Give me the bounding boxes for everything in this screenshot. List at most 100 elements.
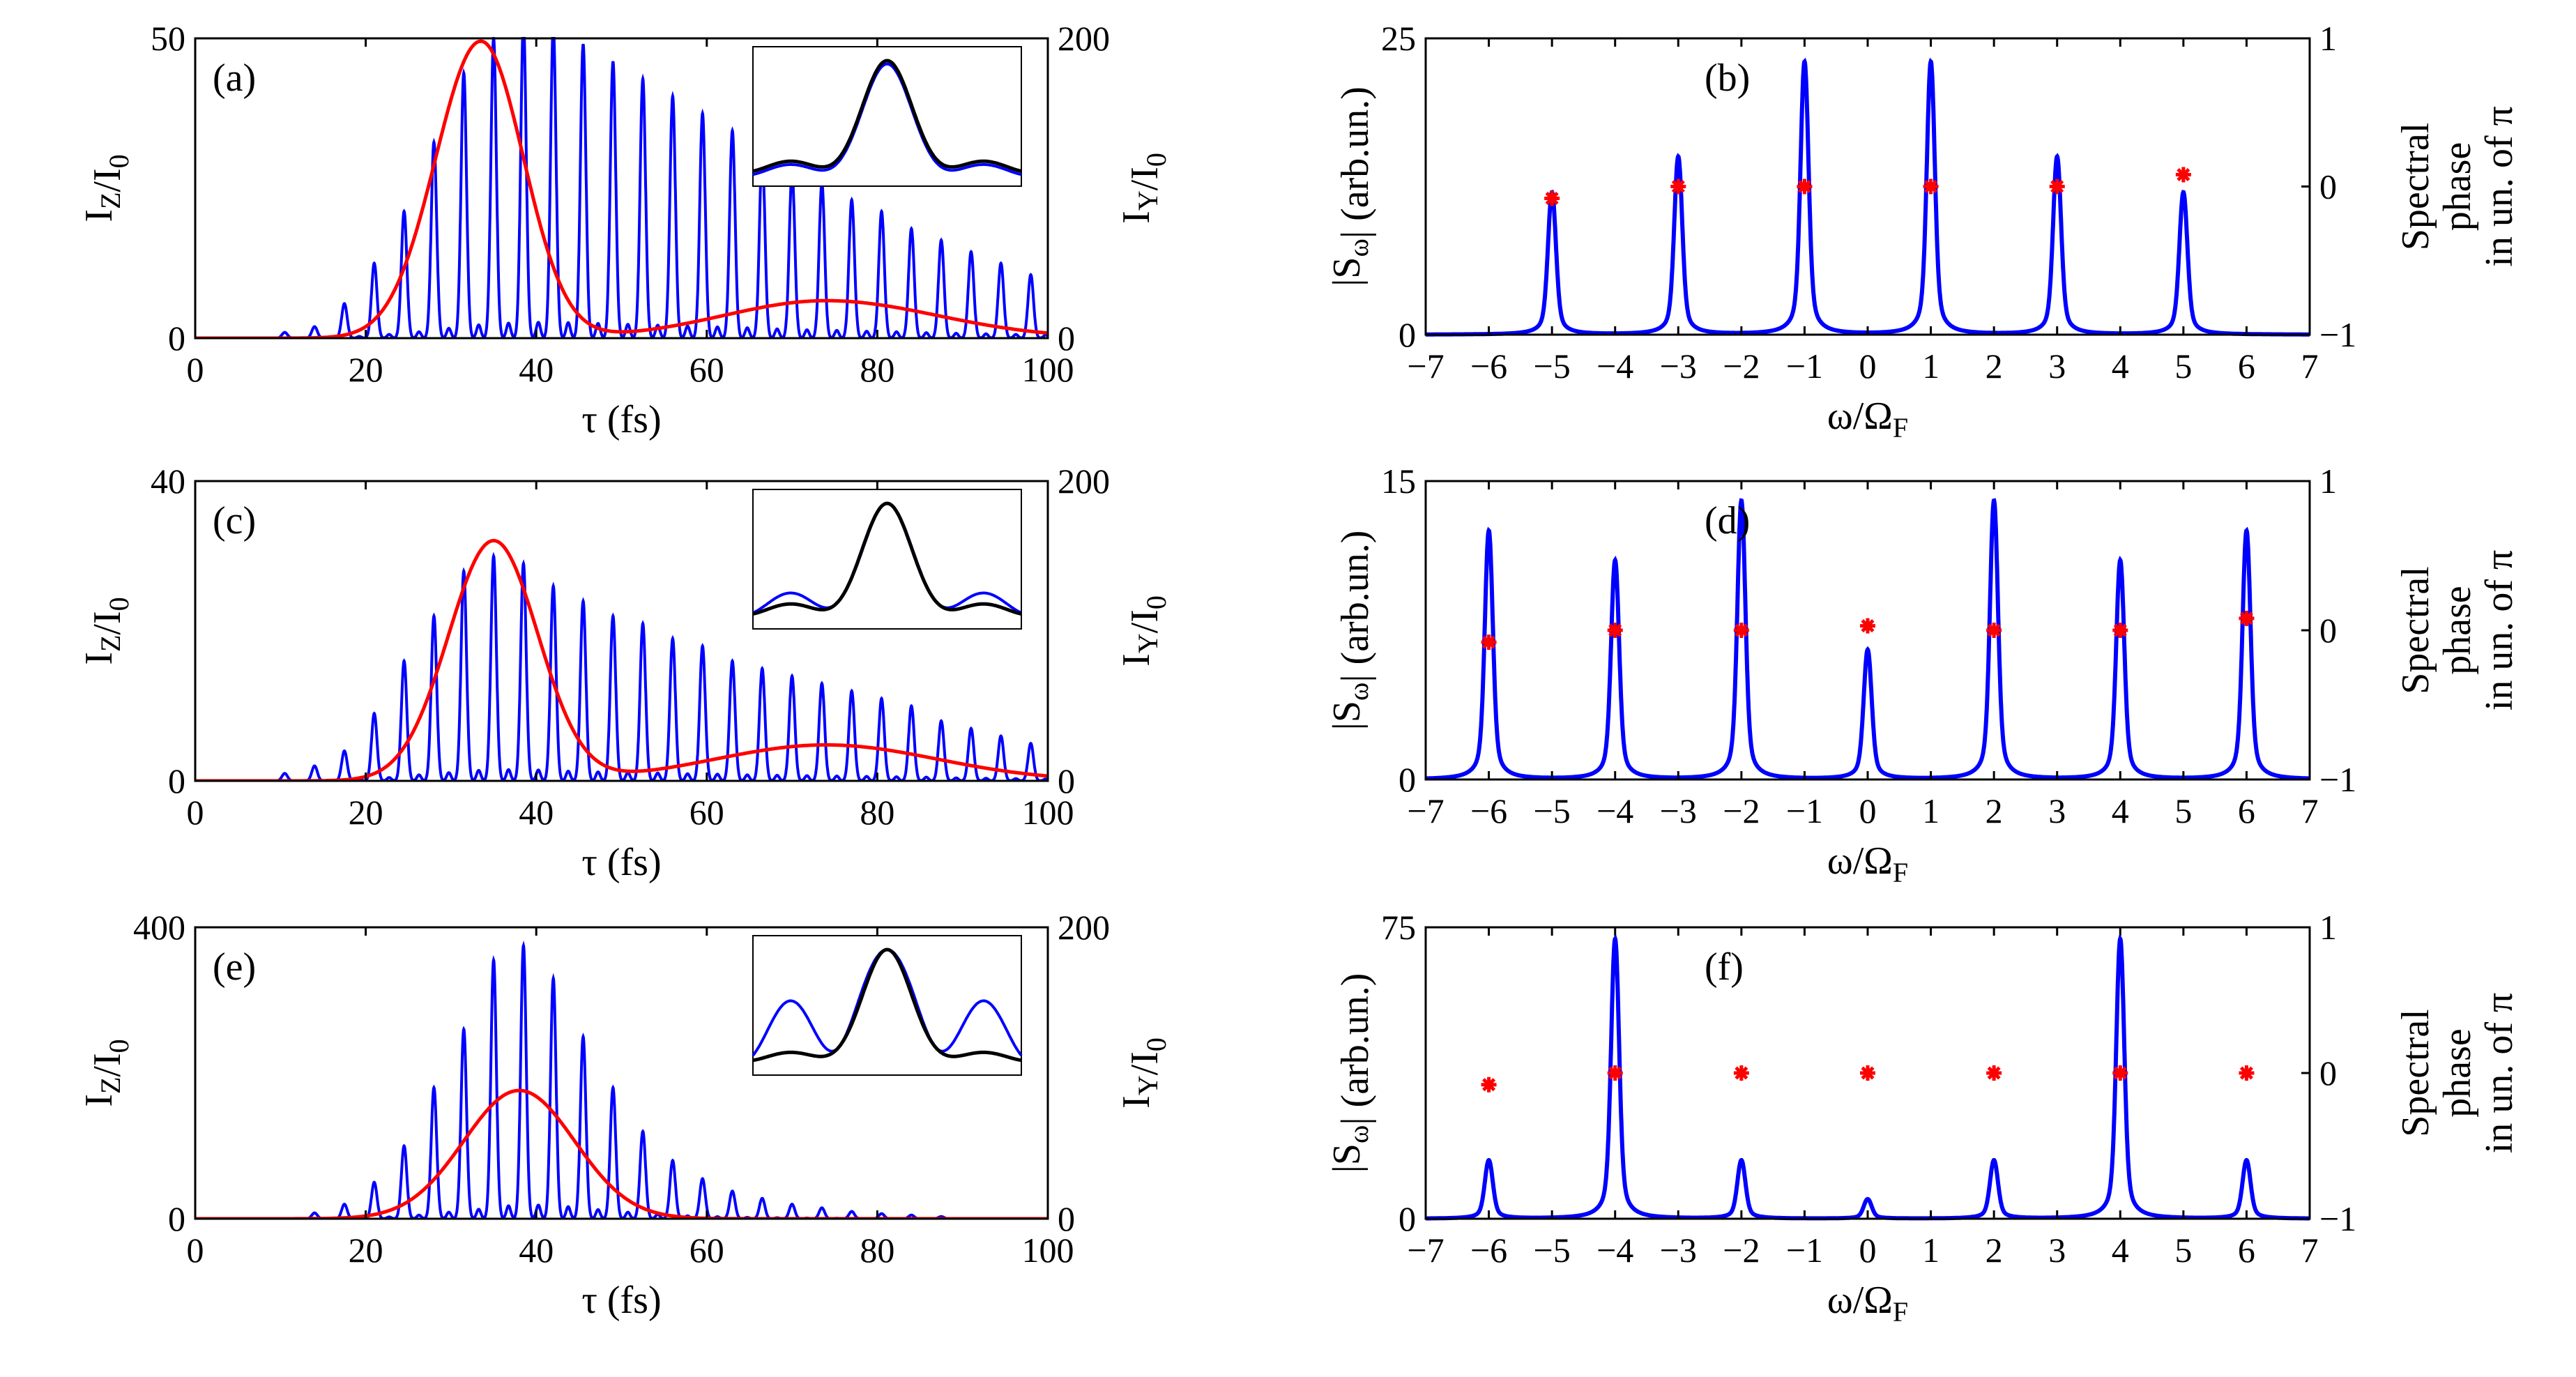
panel-d-frame <box>1424 480 2311 781</box>
y-right-tick-label-d: −1 <box>2319 760 2356 799</box>
y-right-tick-label-c: 0 <box>1058 761 1075 800</box>
x-tick-label-c: 20 <box>349 793 383 832</box>
x-tick-label-f: −4 <box>1596 1231 1633 1270</box>
x-axis-label-f: ω/ΩF <box>1827 1279 1908 1327</box>
y-right-tick-label-a: 200 <box>1058 19 1110 58</box>
phase-marker-f <box>1860 1065 1875 1081</box>
phase-marker-b <box>1797 178 1813 195</box>
x-tick-label-d: −4 <box>1596 791 1633 830</box>
phase-marker-f <box>2112 1065 2128 1081</box>
y-right-tick-label-e: 200 <box>1058 908 1110 947</box>
y-right-tick-label-d: 1 <box>2319 462 2337 501</box>
x-tick-label-d: −3 <box>1660 791 1697 830</box>
y-left-axis-label-b: |Sω| (arb.un.) <box>1325 86 1377 287</box>
x-tick-label-f: 6 <box>2238 1231 2255 1270</box>
x-tick-label-c: 60 <box>689 793 724 832</box>
phase-marker-d <box>1607 623 1623 638</box>
y-right-label-line: Spectral <box>2394 1009 2437 1136</box>
phase-marker-f <box>1733 1065 1749 1081</box>
inset-frame-c <box>752 489 1022 630</box>
envelope-a <box>195 39 1048 338</box>
y-right-axis-label-a: IY/I0 <box>1115 153 1172 224</box>
x-tick-label-b: −2 <box>1723 347 1760 386</box>
x-tick-label-d: 2 <box>1986 791 2003 830</box>
x-tick-label-d: 7 <box>2301 791 2319 830</box>
x-tick-label-d: −6 <box>1470 791 1507 830</box>
phase-marker-f <box>2239 1065 2255 1081</box>
x-tick-label-d: 4 <box>2112 791 2129 830</box>
panel-label-e: (e) <box>213 945 256 989</box>
x-tick-label-d: 0 <box>1859 791 1877 830</box>
x-tick-label-d: −7 <box>1407 791 1444 830</box>
x-tick-label-f: −6 <box>1470 1231 1507 1270</box>
x-axis-label-b: ω/ΩF <box>1827 395 1908 443</box>
x-tick-label-b: −7 <box>1407 347 1444 386</box>
panel-a-frame <box>194 37 1049 340</box>
phase-marker-b <box>1544 190 1560 206</box>
x-tick-label-d: 3 <box>2048 791 2066 830</box>
y-right-tick-label-d: 0 <box>2319 611 2337 650</box>
x-tick-label-f: −2 <box>1723 1231 1760 1270</box>
x-tick-label-f: 2 <box>1986 1231 2003 1270</box>
y-left-tick-label-d: 0 <box>1398 760 1416 799</box>
x-tick-label-f: −1 <box>1786 1231 1823 1270</box>
panel-b-frame <box>1424 37 2311 336</box>
panel-f: −7 −6 −5 −4 −3 −2 −1 0 1 2 3 4 5 6 7 0 75 −1 0 1 (f) ω/ΩF |Sω|… <box>1325 908 2521 1327</box>
phase-marker-f <box>1481 1077 1497 1093</box>
phase-marker-b <box>1670 178 1686 195</box>
phase-marker-b <box>2049 178 2065 195</box>
y-right-tick-label-b: 0 <box>2319 167 2337 206</box>
y-right-axis-label-c: IY/I0 <box>1115 595 1172 667</box>
x-tick-label-b: −4 <box>1596 347 1633 386</box>
y-right-label-line: in un. of π <box>2478 106 2521 266</box>
panel-c-frame <box>194 480 1049 782</box>
y-right-axis-label-b: Spectralphasein un. of π <box>2394 106 2521 266</box>
x-tick-label-f: −7 <box>1407 1231 1444 1270</box>
panel-f-frame <box>1424 926 2311 1220</box>
x-tick-label-f: 0 <box>1859 1231 1877 1270</box>
x-tick-label-d: 1 <box>1922 791 1939 830</box>
y-left-axis-label-d: |Sω| (arb.un.) <box>1325 531 1377 731</box>
x-tick-label-e: 0 <box>187 1231 204 1270</box>
x-tick-label-e: 80 <box>860 1231 894 1270</box>
spectrum-f <box>1426 934 2310 1221</box>
x-tick-label-b: 0 <box>1859 347 1877 386</box>
x-tick-label-b: −3 <box>1660 347 1697 386</box>
x-tick-label-b: 7 <box>2301 347 2319 386</box>
inset-blue-curve-a <box>752 62 1022 176</box>
x-tick-label-d: −2 <box>1723 791 1760 830</box>
y-left-tick-label-a: 0 <box>168 319 185 358</box>
y-right-tick-label-f: −1 <box>2319 1199 2356 1238</box>
x-tick-label-d: 5 <box>2174 791 2192 830</box>
y-right-label-line: Spectral <box>2394 123 2437 250</box>
x-tick-label-e: 60 <box>689 1231 724 1270</box>
y-left-axis-label-a: IZ/I0 <box>77 154 135 222</box>
x-tick-label-f: 7 <box>2301 1231 2319 1270</box>
y-left-axis-label-f: |Sω| (arb.un.) <box>1325 973 1377 1173</box>
phase-marker-d <box>1481 634 1497 651</box>
phase-marker-f <box>1607 1065 1623 1081</box>
y-left-tick-label-c: 0 <box>168 761 185 800</box>
y-right-label-line: in un. of π <box>2478 993 2521 1153</box>
x-tick-label-f: 4 <box>2112 1231 2129 1270</box>
y-left-tick-label-a: 50 <box>151 19 185 58</box>
y-right-label-line: phase <box>2436 586 2479 675</box>
x-tick-label-f: 3 <box>2048 1231 2066 1270</box>
phase-marker-d <box>2239 610 2255 626</box>
y-right-axis-label-d: Spectralphasein un. of π <box>2394 550 2521 710</box>
x-tick-label-d: −5 <box>1534 791 1571 830</box>
y-left-tick-label-f: 0 <box>1398 1199 1416 1238</box>
y-left-tick-label-e: 400 <box>133 908 185 947</box>
panel-label-c: (c) <box>213 499 256 542</box>
y-left-tick-label-e: 0 <box>168 1199 185 1238</box>
envelope-e <box>195 1088 1048 1219</box>
x-tick-label-b: 3 <box>2048 347 2066 386</box>
x-tick-label-f: −3 <box>1660 1231 1697 1270</box>
panel-e-frame <box>194 926 1049 1220</box>
y-right-label-line: Spectral <box>2394 566 2437 694</box>
inset-black-curve-e <box>752 948 1022 1063</box>
